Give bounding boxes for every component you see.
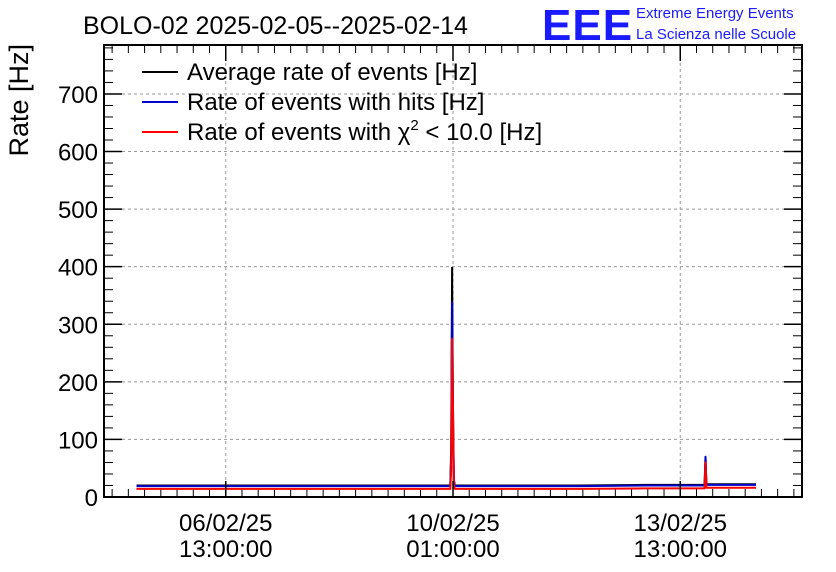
eee-logo: EEE Extreme Energy Events La Scienza nel… [542, 1, 796, 50]
legend-entry-0: Average rate of events [Hz] [187, 59, 477, 86]
series-line-2 [136, 337, 756, 490]
eee-logo-letters: EEE [542, 1, 633, 50]
series-line-1 [136, 301, 756, 488]
x-tick-time: 01:00:00 [406, 536, 499, 563]
x-tick-date: 13/02/25 [634, 510, 727, 537]
minor-ticks [104, 45, 802, 497]
x-axis-ticks: 06/02/2513:00:0010/02/2501:00:0013/02/25… [179, 45, 727, 563]
x-tick-date: 10/02/25 [406, 510, 499, 537]
x-tick-date: 06/02/25 [179, 510, 272, 537]
y-axis-ticks: 0 100 200 300 400 500 600 700 [58, 82, 802, 512]
eee-logo-line2: La Scienza nelle Scuole [636, 26, 796, 43]
y-tick-label: 300 [58, 312, 98, 339]
series-line-0 [136, 266, 756, 487]
chart-title: BOLO-02 2025-02-05--2025-02-14 [83, 12, 468, 40]
x-tick-time: 13:00:00 [179, 536, 272, 563]
x-tick-time: 13:00:00 [634, 536, 727, 563]
y-tick-label: 500 [58, 197, 98, 224]
y-tick-label: 0 [85, 485, 98, 512]
y-tick-label: 600 [58, 140, 98, 167]
y-tick-label: 100 [58, 427, 98, 454]
legend-entry-superscript: 2 [410, 117, 418, 134]
eee-logo-line1: Extreme Energy Events [636, 5, 794, 22]
y-tick-label: 400 [58, 255, 98, 282]
y-axis-label: Rate [Hz] [4, 44, 34, 157]
legend-entry-2: Rate of events with χ2 < 10.0 [Hz] [187, 117, 542, 146]
y-tick-label: 700 [58, 82, 98, 109]
legend: Average rate of events [Hz] Rate of event… [142, 59, 542, 146]
legend-entry-1: Rate of events with hits [Hz] [187, 89, 484, 116]
legend-entry-text: Rate of events with χ [187, 119, 411, 146]
data-series [136, 266, 756, 490]
y-tick-label: 200 [58, 370, 98, 397]
legend-entry-text: < 10.0 [Hz] [419, 119, 542, 146]
